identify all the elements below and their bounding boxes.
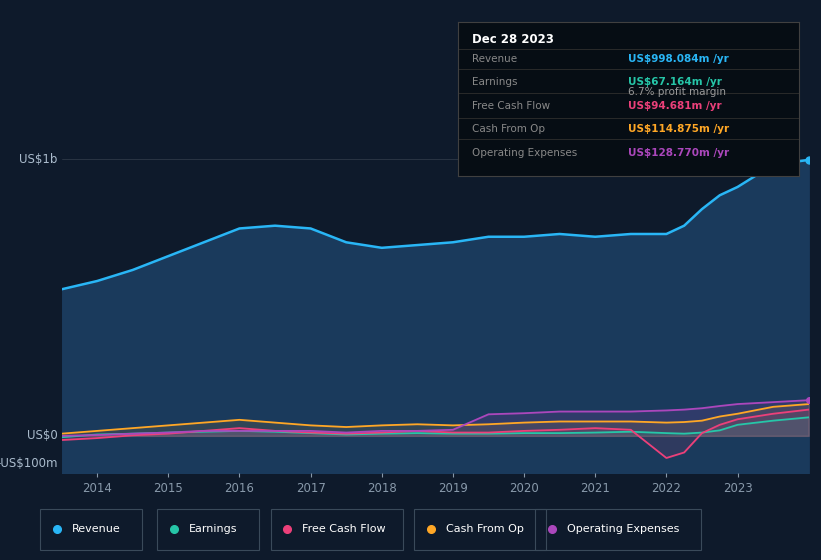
Text: US$0: US$0 xyxy=(27,430,57,442)
Text: Free Cash Flow: Free Cash Flow xyxy=(472,101,550,110)
Text: US$94.681m /yr: US$94.681m /yr xyxy=(629,101,722,110)
Text: Dec 28 2023: Dec 28 2023 xyxy=(472,33,553,46)
Text: US$128.770m /yr: US$128.770m /yr xyxy=(629,147,730,157)
Text: Cash From Op: Cash From Op xyxy=(472,124,545,134)
Text: Operating Expenses: Operating Expenses xyxy=(472,147,577,157)
Text: Earnings: Earnings xyxy=(472,77,517,87)
Text: Cash From Op: Cash From Op xyxy=(446,524,524,534)
Text: 6.7% profit margin: 6.7% profit margin xyxy=(629,87,727,97)
Text: Earnings: Earnings xyxy=(189,524,238,534)
Text: Free Cash Flow: Free Cash Flow xyxy=(302,524,386,534)
Text: US$998.084m /yr: US$998.084m /yr xyxy=(629,54,729,64)
Text: US$67.164m /yr: US$67.164m /yr xyxy=(629,77,722,87)
Text: Operating Expenses: Operating Expenses xyxy=(566,524,679,534)
Text: -US$100m: -US$100m xyxy=(0,457,57,470)
Text: Revenue: Revenue xyxy=(72,524,121,534)
Text: Revenue: Revenue xyxy=(472,54,517,64)
Text: US$114.875m /yr: US$114.875m /yr xyxy=(629,124,730,134)
Text: US$1b: US$1b xyxy=(20,153,57,166)
